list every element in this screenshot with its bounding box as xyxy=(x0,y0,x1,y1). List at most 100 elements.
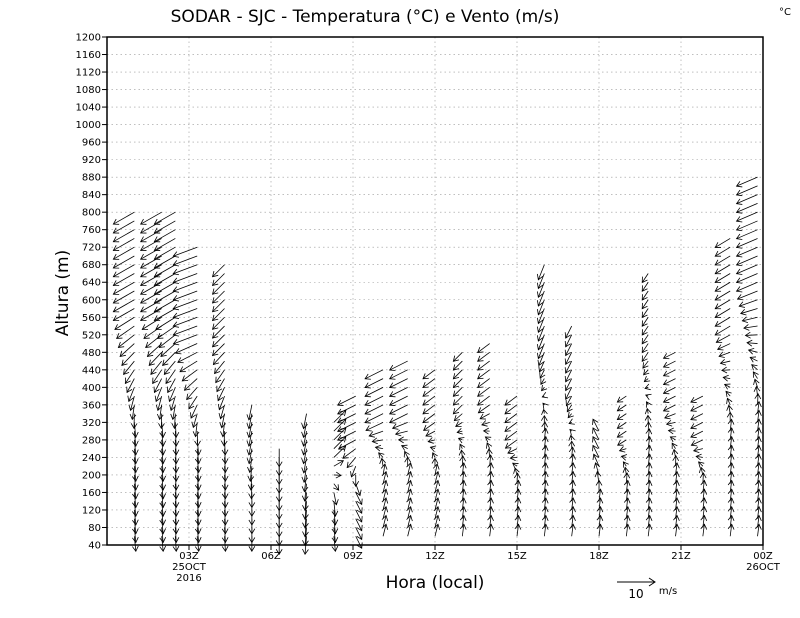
wind-vector-head xyxy=(459,479,467,486)
wind-vector-shaft xyxy=(113,290,135,304)
wind-vector-shaft xyxy=(145,334,162,348)
wind-vector-shaft xyxy=(161,457,164,473)
wind-vector-shaft xyxy=(248,448,253,464)
wind-vector-shaft xyxy=(173,281,198,292)
wind-vector-head xyxy=(673,462,680,469)
wind-vector-head xyxy=(112,271,120,278)
wind-vector-head xyxy=(477,382,484,389)
wind-vector-head xyxy=(365,425,372,432)
wind-vector-shaft xyxy=(516,473,518,484)
wind-vector-head xyxy=(537,308,544,316)
wind-vector-shaft xyxy=(461,524,465,537)
wind-vector-shaft xyxy=(625,480,629,493)
wind-vector-shaft xyxy=(736,255,758,266)
wind-vector-shaft xyxy=(346,457,357,468)
wind-vector-head xyxy=(698,466,706,474)
wind-vector-head xyxy=(714,312,722,318)
wind-vector-head xyxy=(452,390,460,397)
wind-vector-head xyxy=(179,366,186,373)
wind-vector-head xyxy=(700,505,708,513)
wind-vector-shaft xyxy=(248,431,253,447)
wind-vector-shaft xyxy=(720,360,731,364)
wind-vector-shaft xyxy=(164,360,176,375)
wind-vector-head xyxy=(301,486,309,493)
wind-vector-head xyxy=(155,324,162,330)
wind-vector-head xyxy=(645,523,653,530)
wind-vector-shaft xyxy=(714,308,731,318)
wind-vector-head xyxy=(132,510,139,517)
wind-vector-head xyxy=(620,454,628,461)
wind-vector-shaft xyxy=(224,536,226,552)
wind-vector-shaft xyxy=(675,524,678,537)
wind-vector-head xyxy=(699,472,707,479)
wind-vector-shaft xyxy=(489,462,492,475)
wind-vector-shaft xyxy=(364,404,384,415)
wind-vector-head xyxy=(159,484,167,491)
wind-vector-head xyxy=(690,396,697,403)
wind-vector-head xyxy=(714,329,722,336)
wind-vector-head xyxy=(275,549,283,556)
wind-vector-shaft xyxy=(504,404,518,415)
wind-vector-shaft xyxy=(303,431,307,447)
wind-vector-head xyxy=(112,253,120,260)
wind-vector-head xyxy=(346,461,353,469)
wind-vector-shaft xyxy=(625,506,629,519)
wind-vector-head xyxy=(541,392,549,399)
wind-vector-head xyxy=(455,421,462,427)
wind-vector-shaft xyxy=(304,518,307,537)
wind-vector-head xyxy=(152,377,159,385)
wind-vector-shaft xyxy=(489,497,492,511)
wind-vector-head xyxy=(388,373,396,380)
wind-vector-head xyxy=(641,355,648,362)
y-tick-label: 960 xyxy=(82,138,101,149)
wind-vector-shaft xyxy=(407,515,412,528)
wind-profile-column xyxy=(422,369,441,537)
wind-vector-shaft xyxy=(516,497,519,511)
wind-vector-shaft xyxy=(641,308,649,318)
wind-vector-shaft xyxy=(212,273,225,286)
wind-vector-head xyxy=(275,531,283,538)
wind-vector-head xyxy=(514,488,522,495)
wind-profile-column xyxy=(388,360,413,537)
wind-vector-shaft xyxy=(714,238,731,248)
wind-vector-head xyxy=(422,408,429,415)
wind-vector-head xyxy=(645,514,653,521)
wind-vector-head xyxy=(459,497,467,504)
wind-vector-shaft xyxy=(543,524,547,537)
wind-profile-column xyxy=(477,343,494,537)
wind-vector-head xyxy=(112,236,120,243)
wind-vector-head xyxy=(194,466,202,474)
wind-vector-shaft xyxy=(543,445,547,458)
wind-vector-shaft xyxy=(333,527,336,543)
wind-vector-shaft xyxy=(182,369,198,382)
wind-vector-shaft xyxy=(571,471,574,484)
wind-vector-head xyxy=(150,368,157,376)
wind-vector-shaft xyxy=(593,454,600,467)
wind-vector-head xyxy=(301,458,308,465)
x-tick-label: 26OCT xyxy=(746,562,781,573)
wind-profile-column xyxy=(735,176,762,537)
wind-vector-head xyxy=(246,458,254,465)
wind-vector-shaft xyxy=(154,281,176,295)
wind-vector-head xyxy=(643,376,651,383)
wind-vector-head xyxy=(569,523,576,530)
wind-vector-shaft xyxy=(364,369,384,380)
wind-vector-head xyxy=(616,414,624,421)
wind-vector-shaft xyxy=(303,448,307,464)
wind-vector-head xyxy=(755,470,762,478)
wind-vector-head xyxy=(337,435,344,441)
wind-vector-head xyxy=(172,251,180,258)
wind-vector-head xyxy=(744,331,751,339)
wind-vector-shaft xyxy=(382,515,387,528)
wind-vector-head xyxy=(541,421,549,428)
wind-vector-head xyxy=(564,393,571,401)
wind-vector-head xyxy=(302,504,309,512)
wind-vector-shaft xyxy=(133,457,137,473)
wind-vector-head xyxy=(504,442,512,449)
wind-vector-head xyxy=(564,384,571,392)
wind-vector-head xyxy=(331,519,339,526)
wind-vector-shaft xyxy=(595,462,600,476)
wind-vector-shaft xyxy=(113,273,135,286)
wind-profile-column xyxy=(616,395,631,537)
wind-vector-head xyxy=(172,330,180,337)
